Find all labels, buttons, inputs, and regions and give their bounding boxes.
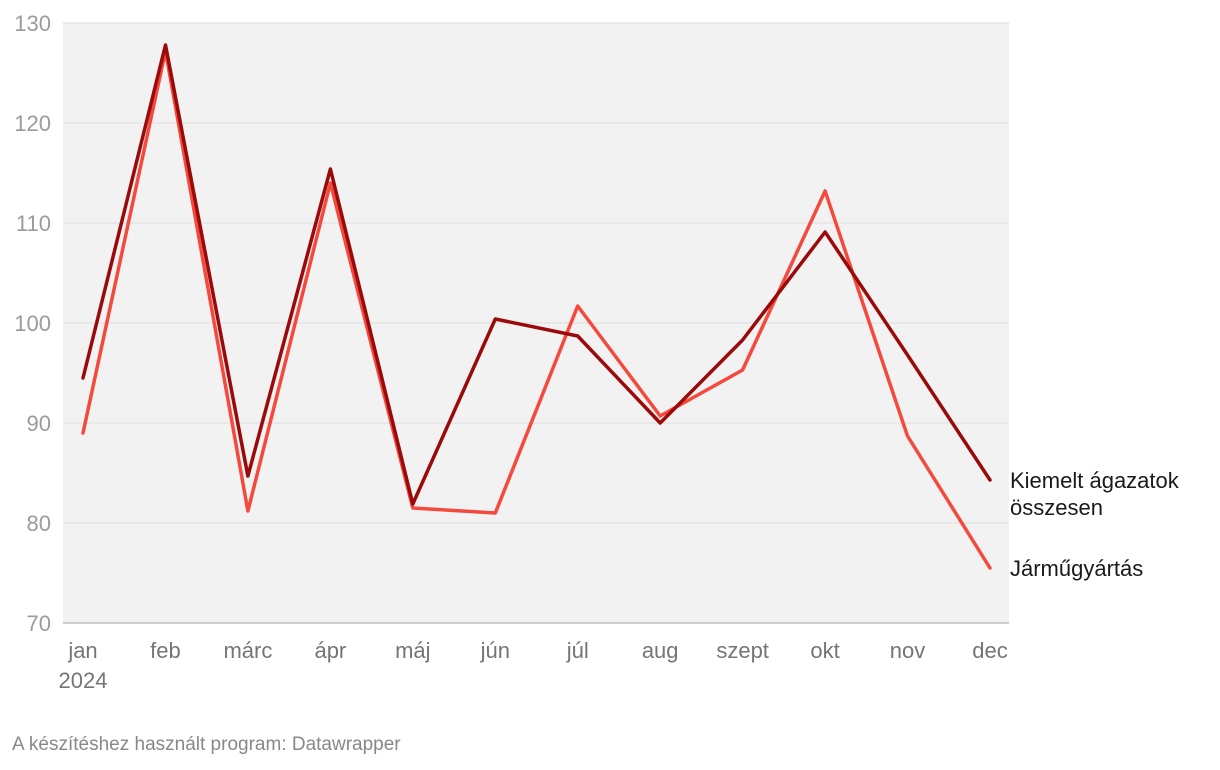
x-tick-year-label: 2024	[59, 668, 108, 693]
x-tick-label-4: máj	[395, 638, 430, 663]
y-tick-label-100: 100	[14, 311, 51, 336]
series-line-1	[81, 43, 992, 506]
x-tick-label-11: dec	[972, 638, 1007, 663]
x-tick-label-2: márc	[223, 638, 272, 663]
series-line-0	[81, 49, 992, 570]
x-tick-label-6: júl	[566, 638, 589, 663]
x-tick-label-1: feb	[150, 638, 181, 663]
grid-layer	[63, 22, 1009, 624]
y-tick-label-70: 70	[27, 611, 51, 636]
x-tick-label-9: okt	[810, 638, 839, 663]
x-axis: jan feb márc ápr máj jún júl aug szept okt nov dec 2…	[59, 638, 1008, 693]
series-label-1-0: Kiemelt ágazatok	[1010, 468, 1180, 493]
series-label-1-1: összesen	[1010, 495, 1103, 520]
y-tick-label-130: 130	[14, 11, 51, 36]
series-label-0-0: Járműgyártás	[1010, 556, 1143, 581]
x-tick-label-7: aug	[642, 638, 679, 663]
y-axis: 70 80 90 100 110 120 130	[14, 11, 51, 636]
x-tick-label-0: jan	[67, 638, 97, 663]
y-tick-label-110: 110	[16, 211, 51, 236]
x-tick-label-8: szept	[716, 638, 769, 663]
y-tick-label-90: 90	[27, 411, 51, 436]
chart-credit: A készítéshez használt program: Datawrap…	[12, 734, 401, 755]
y-tick-label-80: 80	[27, 511, 51, 536]
x-tick-label-3: ápr	[314, 638, 346, 663]
series-layer	[81, 43, 992, 570]
y-tick-label-120: 120	[14, 111, 51, 136]
x-tick-label-5: jún	[480, 638, 510, 663]
x-tick-label-10: nov	[890, 638, 925, 663]
